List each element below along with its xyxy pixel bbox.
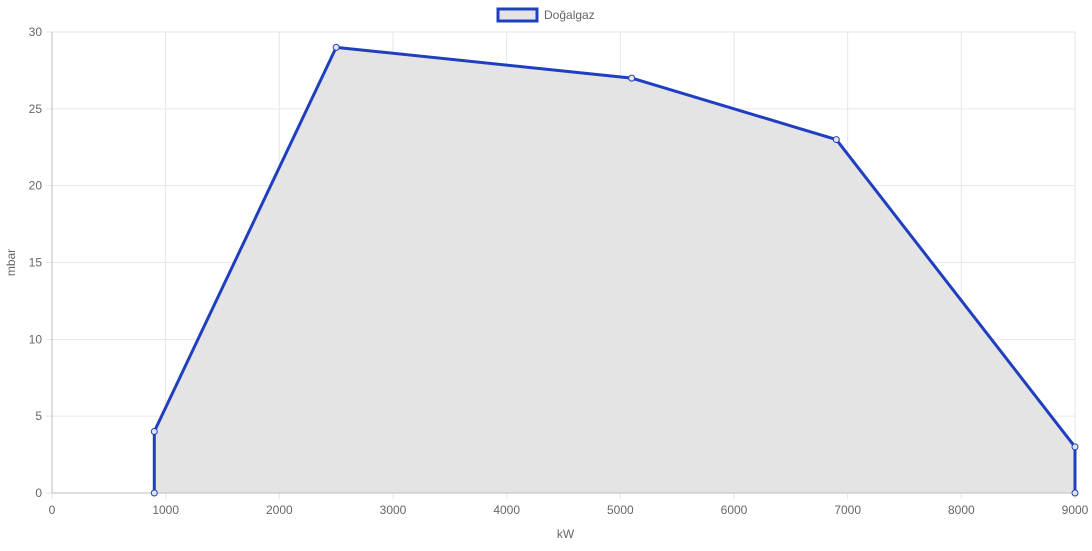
y-tick-label: 20 — [29, 179, 43, 193]
data-point — [150, 428, 158, 436]
y-axis-title: mbar — [4, 249, 18, 276]
data-point — [1071, 489, 1079, 497]
x-tick-label: 6000 — [721, 503, 748, 517]
series-area-layer — [154, 47, 1076, 493]
y-tick-label: 30 — [29, 25, 43, 39]
x-tick-label: 0 — [49, 503, 56, 517]
y-tick-label: 15 — [29, 256, 43, 270]
y-tick-label: 5 — [35, 409, 42, 423]
legend[interactable]: Doğalgaz — [496, 7, 595, 23]
y-tick-label: 10 — [29, 332, 43, 346]
axes — [51, 32, 1075, 494]
series-points-layer — [150, 43, 1079, 497]
data-point — [332, 43, 340, 51]
tick-labels: 0 1000 2000 3000 4000 5000 6000 7000 8000 9000 0 5 1… — [29, 25, 1089, 517]
x-tick-label: 2000 — [266, 503, 293, 517]
x-tick-label: 9000 — [1062, 503, 1089, 517]
data-point — [1071, 443, 1079, 451]
x-tick-label: 4000 — [493, 503, 520, 517]
y-tick-label: 25 — [29, 102, 43, 116]
x-tick-label: 3000 — [380, 503, 407, 517]
data-point — [628, 74, 636, 82]
data-point — [832, 136, 840, 144]
legend-label[interactable]: Doğalgaz — [544, 8, 595, 22]
x-axis-title: kW — [557, 527, 575, 541]
series-area — [154, 47, 1076, 493]
x-tick-label: 8000 — [948, 503, 975, 517]
x-tick-label: 1000 — [152, 503, 179, 517]
legend-swatch[interactable] — [496, 7, 539, 23]
x-tick-label: 5000 — [607, 503, 634, 517]
data-point — [150, 489, 158, 497]
y-tick-label: 0 — [35, 486, 42, 500]
x-tick-label: 7000 — [834, 503, 861, 517]
